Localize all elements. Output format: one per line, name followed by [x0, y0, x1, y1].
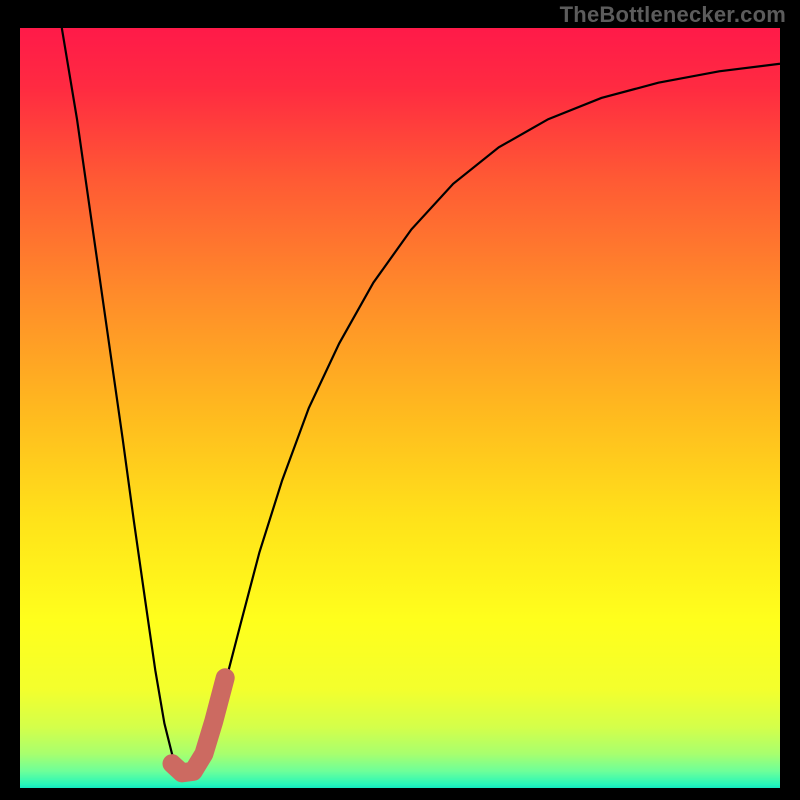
- gradient-background: [20, 28, 780, 788]
- chart-frame: TheBottlenecker.com: [0, 0, 800, 800]
- watermark-text: TheBottlenecker.com: [560, 2, 786, 28]
- bottleneck-chart: [20, 28, 780, 788]
